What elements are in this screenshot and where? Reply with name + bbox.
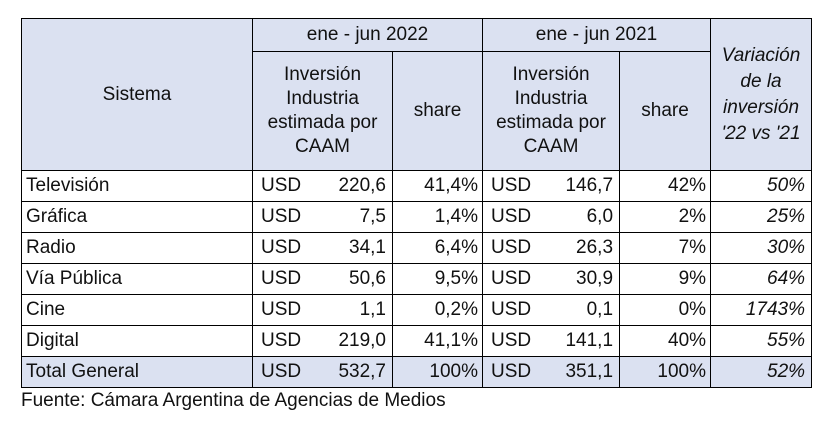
- row-variation: 50%: [710, 170, 813, 202]
- row-amount-2022: 34,1: [312, 232, 393, 264]
- row-sistema: Digital: [21, 325, 253, 357]
- row-share-2021: 9%: [619, 263, 712, 295]
- row-sistema: Gráfica: [21, 201, 253, 233]
- row-share-2021: 2%: [619, 201, 712, 233]
- row-share-2021: 42%: [619, 170, 712, 202]
- source-note: Fuente: Cámara Argentina de Agencias de …: [21, 390, 446, 411]
- row-currency-2021: USD: [482, 294, 543, 326]
- row-share-2022: 0,2%: [391, 294, 484, 326]
- total-share-2021: 100%: [619, 356, 712, 388]
- row-variation: 30%: [710, 232, 813, 264]
- header-variacion: Variación de la inversión '22 vs '21: [710, 18, 813, 171]
- table-row: Vía Pública USD 50,6 9,5% USD 30,9 9% 64…: [21, 263, 813, 295]
- row-currency-2021: USD: [482, 232, 543, 264]
- row-share-2021: 40%: [619, 325, 712, 357]
- header-share-2022: share: [391, 51, 484, 171]
- row-sistema: Radio: [21, 232, 253, 264]
- row-amount-2022: 7,5: [312, 201, 393, 233]
- total-share-2022: 100%: [391, 356, 484, 388]
- row-share-2022: 9,5%: [391, 263, 484, 295]
- row-currency-2021: USD: [482, 325, 543, 357]
- row-variation: 64%: [710, 263, 813, 295]
- investment-table: Sistema ene - jun 2022 ene - jun 2021 Va…: [21, 18, 813, 388]
- row-sistema: Televisión: [21, 170, 253, 202]
- header-period-2022: ene - jun 2022: [251, 18, 484, 52]
- row-variation: 55%: [710, 325, 813, 357]
- row-currency-2022: USD: [252, 170, 313, 202]
- header-sistema: Sistema: [21, 18, 253, 171]
- row-amount-2021: 30,9: [542, 263, 621, 295]
- row-share-2022: 1,4%: [391, 201, 484, 233]
- total-currency-2021: USD: [482, 356, 543, 388]
- total-variation: 52%: [710, 356, 813, 388]
- row-currency-2021: USD: [482, 201, 543, 233]
- row-share-2022: 41,4%: [391, 170, 484, 202]
- total-amount-2022: 532,7: [312, 356, 393, 388]
- row-sistema: Vía Pública: [21, 263, 253, 295]
- row-currency-2022: USD: [252, 232, 313, 264]
- row-currency-2021: USD: [482, 263, 543, 295]
- row-currency-2022: USD: [252, 294, 313, 326]
- row-currency-2021: USD: [482, 170, 543, 202]
- row-sistema: Cine: [21, 294, 253, 326]
- row-share-2021: 7%: [619, 232, 712, 264]
- table-row: Gráfica USD 7,5 1,4% USD 6,0 2% 25%: [21, 201, 813, 233]
- row-share-2022: 6,4%: [391, 232, 484, 264]
- table-row: Radio USD 34,1 6,4% USD 26,3 7% 30%: [21, 232, 813, 264]
- row-variation: 1743%: [710, 294, 813, 326]
- total-currency-2022: USD: [252, 356, 313, 388]
- row-amount-2021: 141,1: [542, 325, 621, 357]
- row-variation: 25%: [710, 201, 813, 233]
- row-amount-2021: 26,3: [542, 232, 621, 264]
- row-amount-2021: 6,0: [542, 201, 621, 233]
- total-sistema: Total General: [21, 356, 253, 388]
- row-currency-2022: USD: [252, 201, 313, 233]
- row-amount-2022: 219,0: [312, 325, 393, 357]
- table-row: Digital USD 219,0 41,1% USD 141,1 40% 55…: [21, 325, 813, 357]
- row-amount-2021: 146,7: [542, 170, 621, 202]
- table-row: Televisión USD 220,6 41,4% USD 146,7 42%…: [21, 170, 813, 202]
- row-share-2022: 41,1%: [391, 325, 484, 357]
- row-amount-2022: 220,6: [312, 170, 393, 202]
- row-amount-2022: 1,1: [312, 294, 393, 326]
- row-share-2021: 0%: [619, 294, 712, 326]
- row-currency-2022: USD: [252, 325, 313, 357]
- total-row: Total General USD 532,7 100% USD 351,1 1…: [21, 356, 813, 388]
- header-inversion-2022: Inversión Industria estimada por CAAM: [252, 51, 393, 171]
- row-amount-2022: 50,6: [312, 263, 393, 295]
- row-currency-2022: USD: [252, 263, 313, 295]
- header-inversion-2021: Inversión Industria estimada por CAAM: [482, 51, 621, 171]
- header-share-2021: share: [619, 51, 712, 171]
- total-amount-2021: 351,1: [542, 356, 621, 388]
- header-period-2021: ene - jun 2021: [482, 18, 712, 52]
- table-row: Cine USD 1,1 0,2% USD 0,1 0% 1743%: [21, 294, 813, 326]
- row-amount-2021: 0,1: [542, 294, 621, 326]
